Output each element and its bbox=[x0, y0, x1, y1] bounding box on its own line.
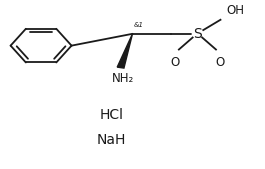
Text: S: S bbox=[193, 27, 202, 41]
Text: NaH: NaH bbox=[97, 133, 126, 147]
Text: &1: &1 bbox=[134, 22, 144, 28]
Polygon shape bbox=[117, 34, 132, 68]
Text: OH: OH bbox=[227, 4, 245, 17]
Text: O: O bbox=[215, 56, 224, 69]
Text: HCl: HCl bbox=[99, 108, 123, 122]
Text: O: O bbox=[170, 56, 179, 69]
Text: NH₂: NH₂ bbox=[112, 72, 134, 85]
